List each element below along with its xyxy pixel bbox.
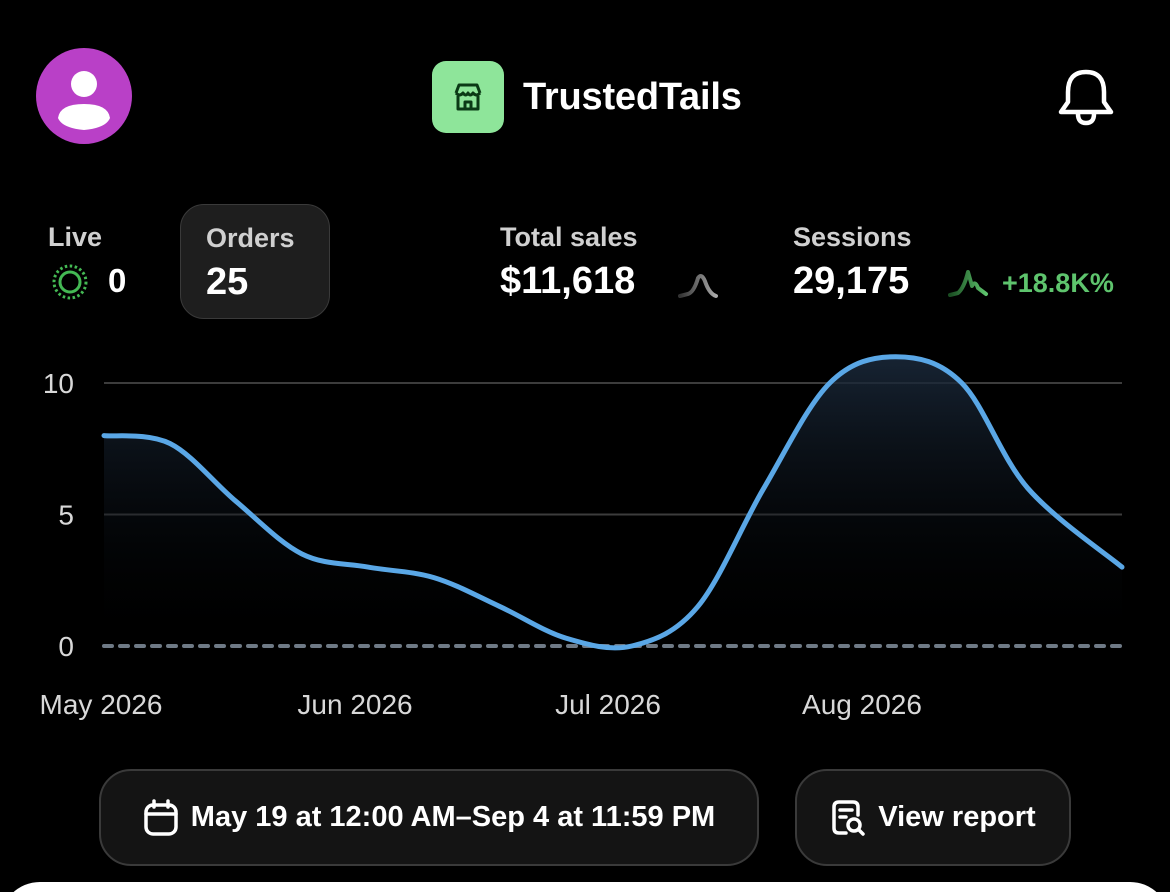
live-label: Live — [48, 222, 103, 252]
sessions-value: 29,175 — [793, 260, 910, 302]
x-tick-label: Aug 2026 — [802, 689, 922, 720]
total-sales-value: $11,618 — [500, 260, 636, 302]
sessions-label: Sessions — [793, 222, 912, 252]
x-tick-label: May 2026 — [40, 689, 163, 720]
total-sales-sparkline-icon — [678, 274, 718, 298]
live-value: 0 — [108, 262, 127, 299]
sessions-delta-badge: +18.8K% — [1002, 268, 1114, 298]
live-indicator-icon — [50, 262, 90, 302]
calendar-icon — [144, 798, 178, 836]
x-tick-label: Jun 2026 — [297, 689, 412, 720]
sessions-sparkline-icon — [948, 270, 988, 297]
avatar[interactable] — [36, 48, 132, 144]
bell-icon[interactable] — [1054, 64, 1118, 130]
orders-label: Orders — [206, 223, 295, 253]
y-tick-label: 10 — [43, 368, 74, 399]
orders-value: 25 — [206, 261, 249, 303]
report-search-icon — [832, 799, 866, 836]
view-report-button[interactable]: View report — [795, 769, 1071, 866]
date-range-label: May 19 at 12:00 AM–Sep 4 at 11:59 PM — [190, 801, 716, 833]
orders-card[interactable]: Orders 25 — [180, 204, 330, 319]
x-tick-label: Jul 2026 — [555, 689, 661, 720]
store-name: TrustedTails — [523, 75, 742, 118]
total-sales-label: Total sales — [500, 222, 638, 252]
chart-area-fill — [104, 356, 1122, 648]
chart-series-line — [101, 354, 1125, 651]
view-report-label: View report — [878, 801, 1036, 833]
sales-line-chart[interactable]: 10 5 0 May 2026 Jun 2026 Jul 2026 Aug 2026 — [0, 340, 1170, 740]
bottom-sheet[interactable] — [0, 882, 1170, 892]
user-icon — [58, 71, 110, 130]
store-brand[interactable]: TrustedTails — [432, 61, 742, 133]
y-tick-label: 0 — [58, 631, 74, 662]
date-range-button[interactable]: May 19 at 12:00 AM–Sep 4 at 11:59 PM — [99, 769, 759, 866]
store-icon — [432, 61, 504, 133]
y-tick-label: 5 — [58, 500, 74, 531]
